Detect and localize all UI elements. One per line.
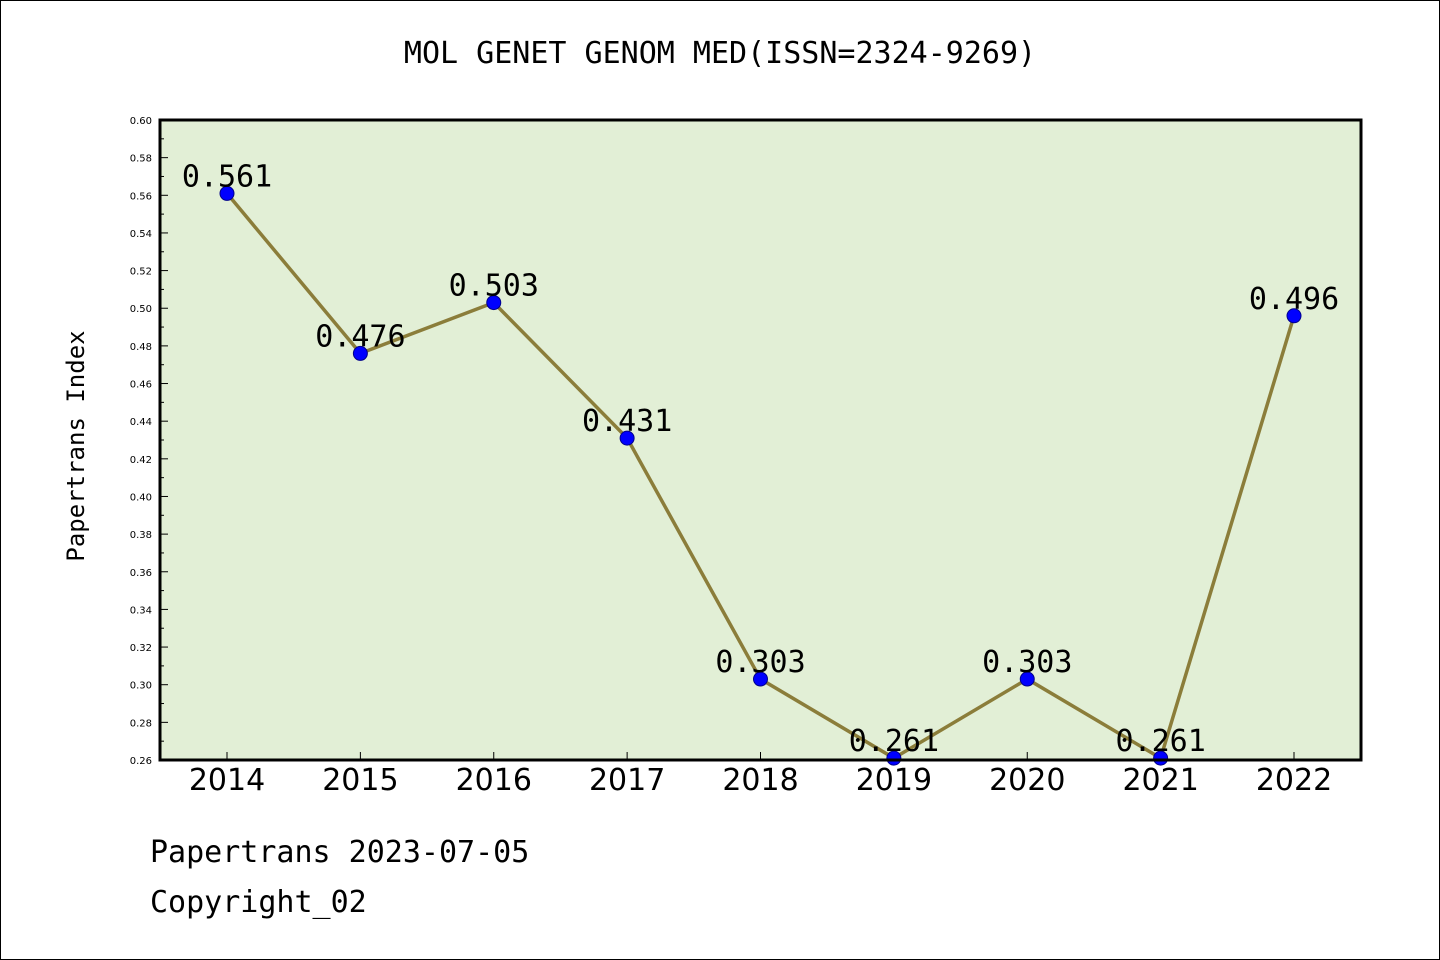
y-tick-label: 0.38 [130, 530, 152, 541]
data-point [352, 345, 368, 361]
y-tick-label: 0.60 [130, 116, 152, 127]
data-point [753, 671, 768, 687]
data-label: 0.261 [1115, 724, 1205, 759]
x-tick-label: 2019 [856, 763, 932, 798]
plot-border [158, 118, 1363, 762]
y-tick-label: 0.50 [130, 304, 152, 315]
series-line-segment [892, 677, 1029, 760]
series-line-segment [358, 300, 496, 356]
x-tick-label: 2021 [1122, 763, 1198, 798]
x-tick-label: 2014 [189, 763, 265, 798]
y-tick-label: 0.40 [130, 492, 152, 503]
data-point [219, 185, 235, 201]
y-tick-label: 0.52 [130, 267, 152, 278]
data-label: 0.476 [315, 319, 405, 354]
series-line-segment [492, 300, 629, 440]
y-tick-label: 0.54 [130, 229, 152, 240]
y-tick-label: 0.34 [130, 605, 152, 616]
y-tick-label: 0.30 [130, 681, 152, 692]
y-tick-label: 0.28 [130, 718, 152, 729]
x-tick-label: 2016 [456, 763, 532, 798]
series-line-segment [758, 677, 896, 760]
footer-date-text: Papertrans 2023-07-05 [150, 835, 530, 870]
x-tick-label: 2022 [1256, 763, 1332, 798]
data-label: 0.261 [849, 724, 939, 759]
y-axis-label: Papertrans Index [62, 330, 90, 561]
series-line-segment [625, 436, 763, 681]
data-label: 0.303 [982, 645, 1072, 680]
plot-area [160, 120, 1361, 760]
x-tick-label: 2015 [322, 763, 398, 798]
y-tick-label: 0.46 [130, 380, 152, 391]
x-tick-label: 2020 [989, 763, 1065, 798]
data-point [1286, 308, 1302, 324]
footer-copyright-text: Copyright_02 [150, 885, 367, 920]
data-point [619, 430, 635, 446]
y-tick-label: 0.56 [130, 191, 152, 202]
series-line-segment [225, 191, 363, 356]
x-tick-label: 2017 [589, 763, 665, 798]
data-label: 0.303 [715, 645, 805, 680]
data-label: 0.496 [1249, 282, 1339, 317]
data-label: 0.503 [449, 269, 539, 304]
chart-title: MOL GENET GENOM MED(ISSN=2324-9269) [403, 36, 1037, 71]
y-tick-label: 0.48 [130, 342, 152, 353]
series-line-segment [1025, 677, 1163, 760]
data-point [1153, 750, 1169, 766]
data-point [886, 750, 902, 766]
y-tick-label: 0.36 [130, 568, 152, 579]
data-point [1019, 671, 1035, 687]
series-line-segment [1158, 314, 1296, 760]
y-tick-label: 0.32 [130, 643, 152, 654]
data-point [486, 295, 502, 311]
x-tick-label: 2018 [722, 763, 798, 798]
y-tick-label: 0.44 [130, 417, 152, 428]
y-tick-label: 0.26 [130, 756, 152, 767]
y-tick-label: 0.58 [130, 154, 152, 165]
data-label: 0.561 [182, 159, 272, 194]
data-label: 0.431 [582, 404, 672, 439]
y-tick-label: 0.42 [130, 455, 152, 466]
